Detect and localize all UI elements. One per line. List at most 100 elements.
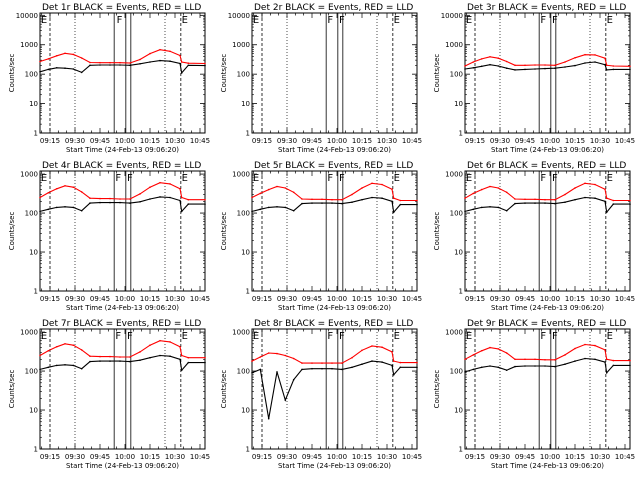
data-point xyxy=(301,362,303,364)
segment-flag: F xyxy=(127,331,133,342)
segment-flag: E xyxy=(394,331,400,342)
data-point xyxy=(544,202,546,204)
data-point xyxy=(472,61,475,63)
data-point xyxy=(544,365,546,367)
data-point xyxy=(129,356,131,358)
data-point xyxy=(39,210,41,213)
x-tick-label: 09:30 xyxy=(490,453,510,461)
segment-flag: F xyxy=(327,15,333,26)
data-point xyxy=(119,201,121,204)
x-tick-label: 09:15 xyxy=(252,295,272,303)
x-tick-label: 10:30 xyxy=(377,137,397,145)
y-axis-label: Counts/sec xyxy=(433,212,441,251)
x-tick-label: 10:00 xyxy=(115,137,135,145)
data-point xyxy=(187,64,190,67)
data-point xyxy=(629,65,631,68)
data-point xyxy=(612,199,615,202)
data-point xyxy=(605,372,608,374)
data-point xyxy=(284,354,287,357)
y-tick-label: 100 xyxy=(25,71,38,79)
y-tick-label: 1000 xyxy=(20,171,38,179)
data-point xyxy=(139,201,141,203)
chart-title: Det 8r BLACK = Events, RED = LLD xyxy=(254,319,413,329)
x-tick-label: 10:15 xyxy=(565,295,585,303)
data-point xyxy=(331,198,333,201)
x-tick-label: 09:45 xyxy=(90,453,110,461)
y-axis-label: Counts/sec xyxy=(433,370,441,409)
chart-panel: Det 5r BLACK = Events, RED = LLD 1 10 100 10… xyxy=(220,161,422,312)
data-point xyxy=(574,187,576,189)
y-axis-label: Counts/sec xyxy=(220,212,228,251)
segment-flag: F xyxy=(115,173,121,184)
x-axis-label: Start Time (24-Feb-13 09:06:20) xyxy=(491,146,604,154)
y-axis-label: Counts/sec xyxy=(433,54,441,93)
x-axis-label: Start Time (24-Feb-13 09:06:20) xyxy=(278,462,391,470)
x-tick-label: 10:00 xyxy=(540,137,560,145)
data-point xyxy=(321,198,323,201)
x-axis-label: Start Time (24-Feb-13 09:06:20) xyxy=(278,146,391,154)
data-point xyxy=(119,360,121,362)
y-tick-label: 100 xyxy=(237,368,250,376)
data-point xyxy=(89,64,91,67)
data-point xyxy=(464,197,466,199)
x-tick-label: 10:45 xyxy=(402,453,422,461)
data-point xyxy=(72,206,75,209)
x-tick-label: 10:30 xyxy=(377,295,397,303)
data-point xyxy=(311,198,313,201)
x-tick-label: 09:30 xyxy=(65,295,85,303)
y-tick-label: 1 xyxy=(34,288,38,296)
data-point xyxy=(159,181,161,184)
data-point xyxy=(544,67,546,70)
data-point xyxy=(472,208,475,211)
data-point xyxy=(251,360,253,362)
series-line-black xyxy=(39,354,205,372)
chart-panel: Det 9r BLACK = Events, RED = LLD 1 10 100 10… xyxy=(433,319,635,470)
data-point xyxy=(629,359,631,362)
data-point xyxy=(64,52,66,55)
data-point xyxy=(139,58,141,61)
data-point xyxy=(524,198,526,201)
data-point xyxy=(629,68,631,71)
x-axis-label: Start Time (24-Feb-13 09:06:20) xyxy=(491,462,604,470)
data-point xyxy=(399,366,402,369)
data-point xyxy=(534,198,536,201)
data-point xyxy=(139,359,141,362)
x-tick-label: 09:45 xyxy=(302,295,322,303)
data-point xyxy=(505,60,508,63)
data-point xyxy=(321,202,323,204)
data-point xyxy=(574,64,576,67)
data-point xyxy=(574,198,576,201)
data-point xyxy=(604,200,606,203)
x-tick-label: 10:30 xyxy=(165,137,185,145)
data-point xyxy=(371,360,373,362)
chart-title: Det 2r BLACK = Events, RED = LLD xyxy=(254,3,413,13)
data-point xyxy=(554,359,556,361)
data-point xyxy=(594,183,596,186)
data-point xyxy=(169,60,171,62)
data-point xyxy=(180,196,183,199)
data-point xyxy=(505,209,508,212)
data-point xyxy=(472,368,475,371)
segment-flag: E xyxy=(41,15,47,26)
data-point xyxy=(416,361,418,364)
data-point xyxy=(505,369,508,372)
chart-title: Det 9r BLACK = Events, RED = LLD xyxy=(467,319,626,329)
segment-flag: F xyxy=(339,173,345,184)
x-tick-label: 10:45 xyxy=(190,137,210,145)
segment-flag: E xyxy=(253,173,259,184)
data-point xyxy=(480,58,483,60)
x-tick-label: 10:15 xyxy=(140,137,160,145)
y-tick-label: 1 xyxy=(246,288,250,296)
segment-flag: F xyxy=(552,331,558,342)
x-axis-label: Start Time (24-Feb-13 09:06:20) xyxy=(491,304,604,312)
plot-frame xyxy=(251,12,418,134)
data-point xyxy=(464,358,466,361)
data-point xyxy=(72,68,75,70)
plot-frame xyxy=(464,170,631,292)
x-tick-label: 10:45 xyxy=(402,137,422,145)
y-tick-label: 1 xyxy=(34,130,38,138)
y-tick-label: 10 xyxy=(454,407,463,415)
data-point xyxy=(331,367,333,370)
data-point xyxy=(544,198,546,201)
data-point xyxy=(109,197,111,200)
